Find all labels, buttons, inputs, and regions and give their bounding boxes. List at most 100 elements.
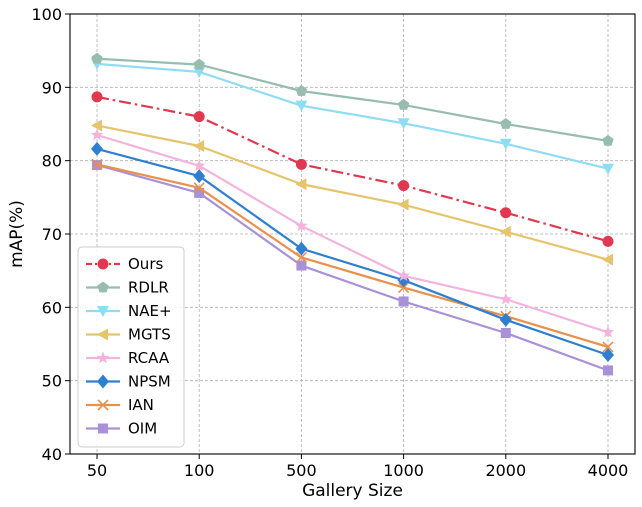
legend-label-ours: Ours xyxy=(128,255,163,273)
legend-item-rcaa: RCAA xyxy=(86,349,170,367)
data-point-oim xyxy=(194,187,205,198)
x-marker-stroke xyxy=(91,158,103,170)
x-tick-label: 500 xyxy=(286,461,317,480)
y-axis-title: mAP(%) xyxy=(7,200,27,268)
y-tick-label: 80 xyxy=(42,152,62,171)
y-tick-label: 100 xyxy=(31,5,62,24)
y-tick-label: 90 xyxy=(42,78,62,97)
legend-marker-nae xyxy=(97,306,109,317)
data-point-mgts xyxy=(193,140,205,152)
series-mgts xyxy=(91,119,613,266)
data-point-nae xyxy=(397,118,410,130)
x-marker-stroke xyxy=(193,182,205,194)
series-line-nae xyxy=(96,62,609,170)
data-point-rcaa xyxy=(499,292,512,305)
data-point-mgts xyxy=(295,178,307,191)
legend-box xyxy=(77,246,185,448)
legend-marker-oim xyxy=(98,423,108,434)
series-rdlr xyxy=(91,52,614,146)
legend-label-mgts: MGTS xyxy=(128,326,171,344)
legend-label-ian: IAN xyxy=(128,396,154,414)
legend-marker-npsm xyxy=(97,374,109,389)
x-marker-stroke xyxy=(295,251,307,264)
data-point-rcaa xyxy=(295,219,308,232)
series-line-rcaa xyxy=(96,133,609,334)
data-point-oim xyxy=(500,328,511,338)
data-point-ian xyxy=(398,281,410,294)
legend-item-oim: OIM xyxy=(86,420,157,438)
series-line-mgts xyxy=(96,124,609,261)
data-point-npsm xyxy=(602,348,614,362)
data-point-mgts xyxy=(499,225,511,238)
x-tick-label: 50 xyxy=(87,461,107,480)
series-line-ours xyxy=(96,95,609,243)
data-point-ian xyxy=(91,158,103,170)
data-point-oim xyxy=(296,260,307,271)
legend-item-mgts: MGTS xyxy=(86,326,171,344)
data-point-ian xyxy=(295,251,307,264)
legend-marker-mgts xyxy=(97,328,108,341)
data-point-rcaa xyxy=(601,325,615,338)
data-point-rcaa xyxy=(90,128,104,141)
data-point-oim xyxy=(603,365,613,376)
y-tick-label: 50 xyxy=(42,372,62,391)
x-marker-stroke xyxy=(398,281,410,294)
legend-item-ian: IAN xyxy=(86,396,154,414)
legend: Ours RDLR NAE+ MGTS RCAA NPSM IAN OIM xyxy=(77,246,185,448)
data-point-nae xyxy=(193,66,206,78)
data-point-nae xyxy=(499,138,512,150)
data-point-mgts xyxy=(397,198,409,211)
x-tick-label: 2000 xyxy=(485,461,526,480)
data-point-ours xyxy=(602,235,614,247)
series-line-rdlr xyxy=(96,57,609,142)
x-tick-label: 100 xyxy=(184,461,215,480)
series-line-ian xyxy=(96,163,609,348)
data-point-rdlr xyxy=(295,85,308,96)
legend-label-nae: NAE+ xyxy=(128,302,172,320)
x-marker-stroke xyxy=(97,399,109,411)
x-tick-label: 1000 xyxy=(383,461,424,480)
data-point-npsm xyxy=(193,169,206,184)
data-point-nae xyxy=(602,163,614,175)
x-axis-title: Gallery Size xyxy=(302,481,403,501)
legend-item-rdlr: RDLR xyxy=(86,279,169,297)
y-tick-label: 60 xyxy=(42,298,62,317)
data-point-ours xyxy=(193,111,205,123)
y-tick-label: 40 xyxy=(42,445,62,464)
data-point-rdlr xyxy=(397,98,410,110)
data-point-oim xyxy=(398,296,409,307)
series-ian xyxy=(91,158,614,353)
x-marker-stroke xyxy=(602,341,614,353)
legend-marker-rcaa xyxy=(96,351,110,364)
legend-label-npsm: NPSM xyxy=(128,373,171,391)
data-point-ours xyxy=(398,180,410,192)
series-ours xyxy=(91,91,614,247)
series-rcaa xyxy=(90,128,615,338)
series-line-npsm xyxy=(96,147,609,357)
legend-marker-ian xyxy=(97,399,109,411)
data-point-rdlr xyxy=(500,118,512,129)
series-lines xyxy=(90,52,615,376)
legend-label-oim: OIM xyxy=(128,420,157,438)
data-point-ours xyxy=(91,91,103,103)
data-point-nae xyxy=(295,100,308,112)
data-point-npsm xyxy=(91,141,103,156)
legend-marker-ours xyxy=(97,258,109,270)
data-point-mgts xyxy=(602,253,613,266)
data-point-npsm xyxy=(499,312,512,327)
data-point-ours xyxy=(295,158,307,170)
data-point-rdlr xyxy=(602,134,614,146)
legend-label-rcaa: RCAA xyxy=(128,349,170,367)
series-line-oim xyxy=(96,164,609,372)
data-point-rdlr xyxy=(91,52,103,64)
data-point-ours xyxy=(500,207,512,219)
axis-ticks: 40 50 60 70 80 90 100 50 100 500 1000 2000 4000 xyxy=(31,5,628,480)
data-point-rcaa xyxy=(193,159,206,172)
y-tick-label: 70 xyxy=(42,225,62,244)
data-point-rcaa xyxy=(397,269,410,282)
legend-marker-rdlr xyxy=(97,281,109,293)
data-point-mgts xyxy=(91,119,102,132)
x-tick-label: 4000 xyxy=(588,461,629,480)
